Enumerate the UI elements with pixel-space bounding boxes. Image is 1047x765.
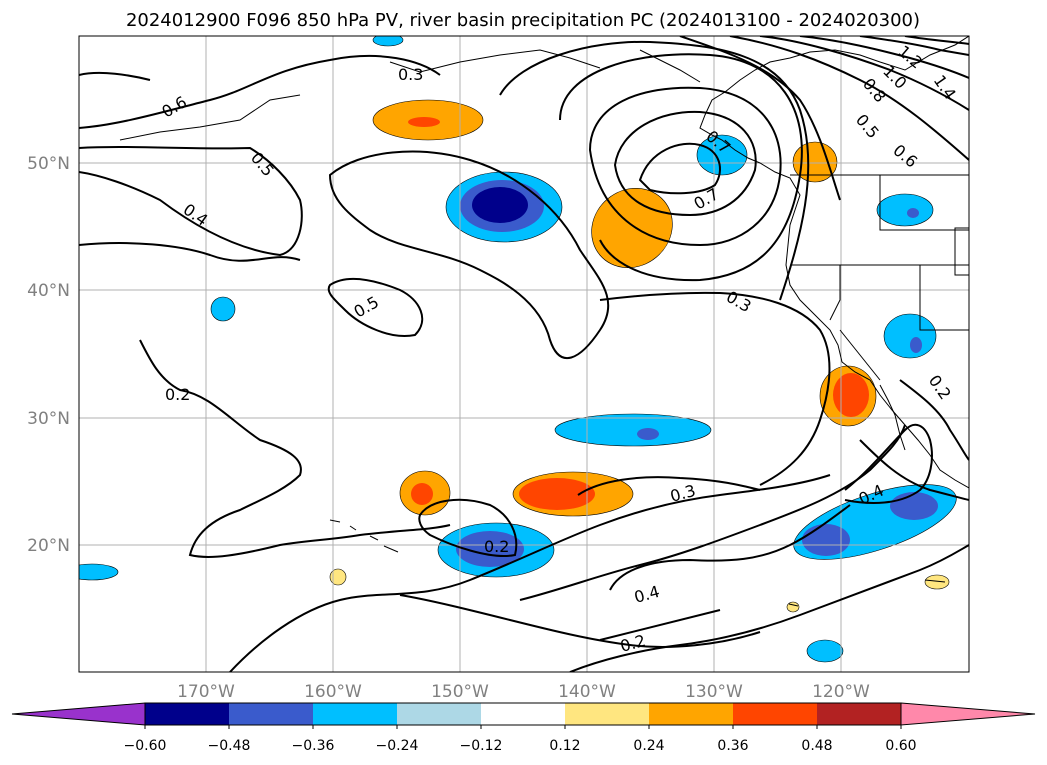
colorbar-tick-label: 0.60: [885, 738, 916, 754]
colorbar-bin: [481, 703, 565, 725]
neg-anomaly-blob: [79, 563, 119, 581]
neg-anomaly-blob: [806, 639, 844, 663]
pv-contours: [79, 36, 969, 672]
colorbar: −0.60 −0.48 −0.36 −0.24 −0.12 0.12 0.24 …: [11, 702, 1036, 754]
pos-anomaly-core: [408, 117, 440, 127]
colorbar-extend-max: [900, 702, 1036, 726]
map-frame: [78, 35, 970, 673]
colorbar-tick-label: 0.12: [549, 738, 580, 754]
pos-anomaly-blob: [792, 141, 838, 183]
lon-tick-label: 160°W: [304, 682, 362, 702]
pos-anomaly-core: [411, 483, 433, 505]
neg-anomaly-core: [890, 492, 938, 520]
neg-anomaly-center: [472, 187, 528, 223]
colorbar-tick-label: 0.48: [801, 738, 832, 754]
colorbar-bin: [565, 703, 649, 725]
map-area: 0.6 0.5 0.4 0.5 0.2 0.2 0.3 0.3 0.4 0.2 …: [79, 36, 969, 672]
colorbar-tick-label: −0.48: [208, 738, 251, 754]
lon-tick-label: 130°W: [685, 682, 743, 702]
colorbar-bin: [229, 703, 313, 725]
lon-tick-label: 150°W: [431, 682, 489, 702]
neg-anomaly-blob: [696, 134, 748, 176]
neg-anomaly-blob: [554, 413, 712, 447]
lon-tick-label: 120°W: [812, 682, 870, 702]
lat-tick-label: 30°N: [27, 409, 70, 429]
neg-anomaly-core: [456, 531, 524, 567]
colorbar-bin: [817, 703, 901, 725]
neg-anomaly-core: [907, 208, 919, 218]
lat-tick-label: 50°N: [27, 154, 70, 174]
colorbar-extend-min: [11, 702, 146, 726]
neg-anomaly-blob: [883, 313, 937, 359]
neg-anomaly-core: [910, 337, 922, 353]
neg-anomaly-blob: [876, 193, 934, 227]
pos-anomaly-core: [519, 478, 595, 510]
contour-label: 0.3: [398, 65, 423, 84]
neg-anomaly-core: [802, 524, 850, 556]
pos-anomaly-core: [833, 373, 869, 417]
colorbar-tick-label: 0.24: [633, 738, 664, 754]
gridlines: [79, 36, 969, 672]
neg-anomaly-blob: [372, 36, 404, 47]
chart-title: 2024012900 F096 850 hPa PV, river basin …: [126, 10, 920, 31]
lat-axis: 50°N 40°N 30°N 20°N: [27, 154, 70, 556]
contour-label: 0.2: [165, 385, 190, 404]
coastlines: [119, 36, 969, 607]
colorbar-bin: [397, 703, 481, 725]
lon-tick-label: 170°W: [177, 682, 235, 702]
pos-anomaly-blob: [329, 568, 347, 586]
contour-label: 0.2: [484, 537, 509, 556]
colorbar-bin: [733, 703, 817, 725]
lon-tick-label: 140°W: [558, 682, 616, 702]
colorbar-tick-label: 0.36: [717, 738, 748, 754]
neg-anomaly-blob: [210, 296, 236, 322]
lat-tick-label: 20°N: [27, 536, 70, 556]
colorbar-tick-label: −0.36: [292, 738, 335, 754]
colorbar-frame: [144, 702, 902, 726]
lat-tick-label: 40°N: [27, 281, 70, 301]
colorbar-tick-label: −0.12: [460, 738, 503, 754]
lon-axis: 170°W 160°W 150°W 140°W 130°W 120°W: [177, 682, 870, 702]
colorbar-tick-label: −0.24: [376, 738, 419, 754]
colorbar-bin: [313, 703, 397, 725]
colorbar-ticks: [144, 725, 902, 729]
pos-anomaly-blob: [786, 601, 800, 613]
pos-anomaly-blob: [924, 574, 950, 590]
neg-anomaly-core: [637, 428, 659, 440]
colorbar-tick-label: −0.60: [124, 738, 167, 754]
colorbar-bin: [145, 703, 229, 725]
colorbar-bin: [649, 703, 733, 725]
